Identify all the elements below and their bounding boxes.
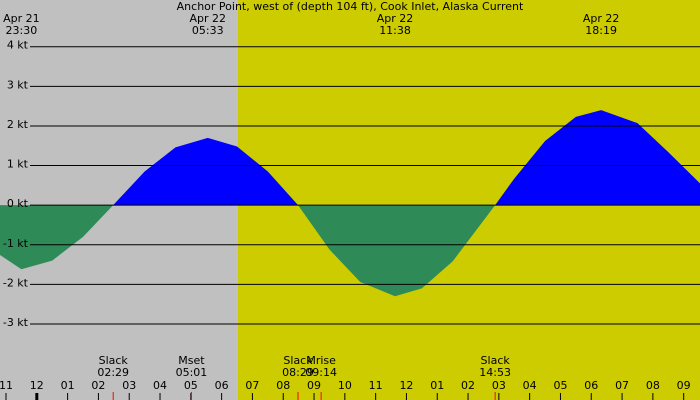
y-tick-label: 4 kt bbox=[7, 39, 29, 52]
event-name: Slack bbox=[283, 354, 313, 367]
x-tick-label: 04 bbox=[523, 379, 537, 392]
extreme-time: 05:33 bbox=[192, 24, 224, 37]
y-tick-label: -1 kt bbox=[3, 237, 29, 250]
extreme-date: Apr 22 bbox=[190, 12, 227, 25]
x-tick-label: 02 bbox=[461, 379, 475, 392]
x-tick-label: 07 bbox=[615, 379, 629, 392]
y-tick-label: 1 kt bbox=[7, 158, 29, 171]
extreme-date: Apr 22 bbox=[377, 12, 414, 25]
event-name: Slack bbox=[99, 354, 129, 367]
chart-title: Anchor Point, west of (depth 104 ft), Co… bbox=[177, 0, 524, 13]
event-time: 14:53 bbox=[479, 366, 511, 379]
event-time: 09:14 bbox=[305, 366, 337, 379]
x-tick-label: 09 bbox=[677, 379, 691, 392]
x-tick-label: 03 bbox=[492, 379, 506, 392]
extreme-time: 11:38 bbox=[379, 24, 411, 37]
ebb-area bbox=[0, 205, 700, 297]
x-tick-label: 06 bbox=[584, 379, 598, 392]
event-name: Slack bbox=[481, 354, 511, 367]
y-tick-label: -3 kt bbox=[3, 316, 29, 329]
x-tick-label: 03 bbox=[122, 379, 136, 392]
y-tick-label: -2 kt bbox=[3, 276, 29, 289]
event-time: 08:29 bbox=[282, 366, 314, 379]
x-tick-label: 01 bbox=[430, 379, 444, 392]
flood-area bbox=[113, 110, 700, 206]
x-tick-label: 12 bbox=[399, 379, 413, 392]
extreme-date: Apr 21 bbox=[3, 12, 40, 25]
x-tick-label: 02 bbox=[91, 379, 105, 392]
extreme-time: 18:19 bbox=[585, 24, 617, 37]
x-tick-label: 11 bbox=[369, 379, 383, 392]
event-name: Mset bbox=[178, 354, 205, 367]
x-tick-label: 10 bbox=[338, 379, 352, 392]
event-time: 05:01 bbox=[176, 366, 208, 379]
extreme-time: 23:30 bbox=[6, 24, 38, 37]
event-name: Mrise bbox=[306, 354, 336, 367]
x-tick-label: 01 bbox=[61, 379, 75, 392]
y-tick-label: 2 kt bbox=[7, 118, 29, 131]
x-tick-label: 05 bbox=[553, 379, 567, 392]
x-tick-label: 07 bbox=[245, 379, 259, 392]
x-tick-label: 05 bbox=[184, 379, 198, 392]
y-tick-label: 0 kt bbox=[7, 197, 29, 210]
y-tick-label: 3 kt bbox=[7, 78, 29, 91]
x-tick-label: 06 bbox=[215, 379, 229, 392]
x-tick-label: 11 bbox=[0, 379, 13, 392]
x-tick-label: 08 bbox=[646, 379, 660, 392]
x-tick-label: 04 bbox=[153, 379, 167, 392]
x-tick-label: 08 bbox=[276, 379, 290, 392]
x-tick-label: 09 bbox=[307, 379, 321, 392]
event-time: 02:29 bbox=[97, 366, 129, 379]
x-tick-label: 12 bbox=[30, 379, 44, 392]
extreme-date: Apr 22 bbox=[583, 12, 620, 25]
